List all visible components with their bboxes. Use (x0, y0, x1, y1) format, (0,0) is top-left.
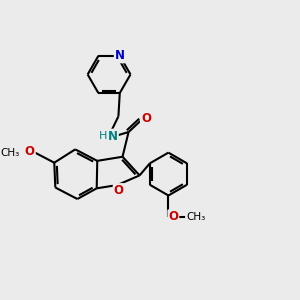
Text: CH₃: CH₃ (0, 148, 19, 158)
Text: N: N (108, 130, 118, 142)
Text: O: O (114, 184, 124, 197)
Text: O: O (168, 210, 178, 224)
Text: N: N (115, 50, 125, 62)
Text: CH₃: CH₃ (187, 212, 206, 222)
Text: O: O (141, 112, 151, 125)
Text: H: H (99, 131, 107, 141)
Text: O: O (25, 146, 35, 158)
